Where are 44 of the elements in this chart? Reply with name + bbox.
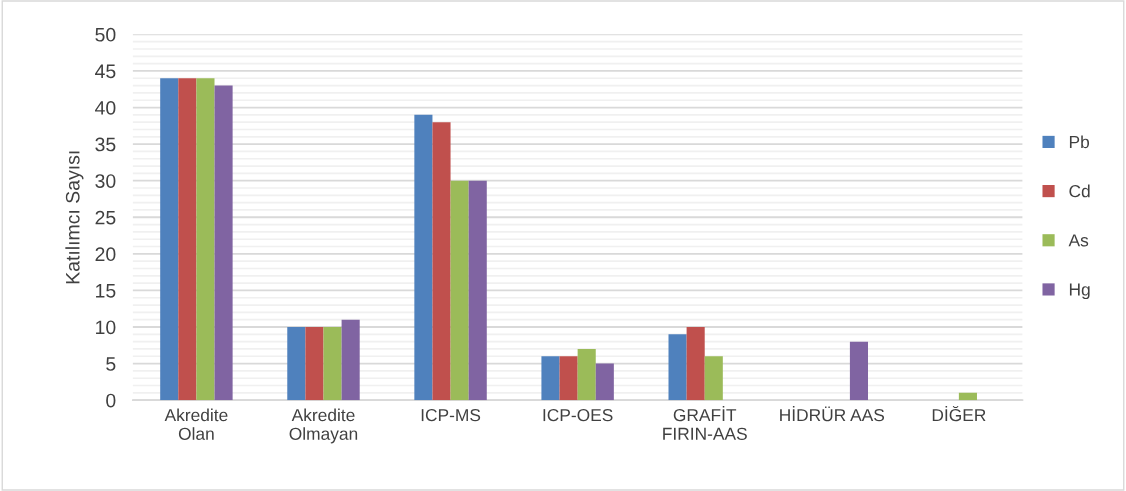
y-tick-label: 20	[95, 247, 116, 262]
x-tick-label: HİDRÜR AAS	[780, 406, 885, 422]
bar	[178, 78, 197, 401]
y-tick-label: 45	[95, 64, 116, 79]
bar	[414, 114, 433, 401]
bar	[305, 327, 324, 401]
legend-label: Pb	[1069, 135, 1090, 149]
x-tick-label: GRAFİT FIRIN-AAS	[663, 406, 747, 440]
legend-label: As	[1068, 234, 1089, 247]
bar	[214, 85, 233, 401]
bar	[686, 327, 705, 401]
y-axis-title: Katılımcı Sayısı	[65, 151, 84, 284]
y-tick-label: 5	[106, 357, 116, 371]
bar	[541, 356, 560, 401]
bar	[595, 363, 614, 401]
bar	[160, 78, 179, 401]
y-tick-label: 30	[95, 174, 116, 188]
bar	[577, 348, 596, 401]
bar	[668, 334, 687, 401]
x-tick-label: Akredite Olmayan	[289, 408, 358, 444]
bar	[559, 356, 578, 401]
legend-label: Hg	[1069, 283, 1090, 300]
bar	[450, 180, 469, 401]
y-tick-label: 25	[95, 210, 116, 225]
bar	[704, 356, 723, 401]
bar	[341, 319, 360, 401]
legend-label: Cd	[1069, 184, 1090, 198]
y-tick-label: 0	[106, 393, 116, 408]
y-tick-label: 50	[95, 27, 116, 42]
y-tick-label: 15	[96, 284, 116, 298]
y-tick-label: 40	[95, 101, 116, 115]
bar	[287, 327, 306, 401]
bar	[323, 327, 342, 401]
x-tick-label: ICP-MS	[421, 408, 481, 422]
bar	[958, 392, 977, 401]
x-tick-label: ICP-OES	[543, 408, 613, 422]
y-tick-label: 10	[96, 320, 116, 335]
x-tick-label: DİĞER	[932, 406, 986, 422]
bar	[468, 180, 487, 401]
bar	[432, 122, 451, 401]
x-tick-label: Akredite Olan	[164, 408, 228, 440]
bar	[196, 78, 215, 401]
y-tick-label: 35	[95, 137, 116, 152]
bar	[849, 341, 869, 401]
